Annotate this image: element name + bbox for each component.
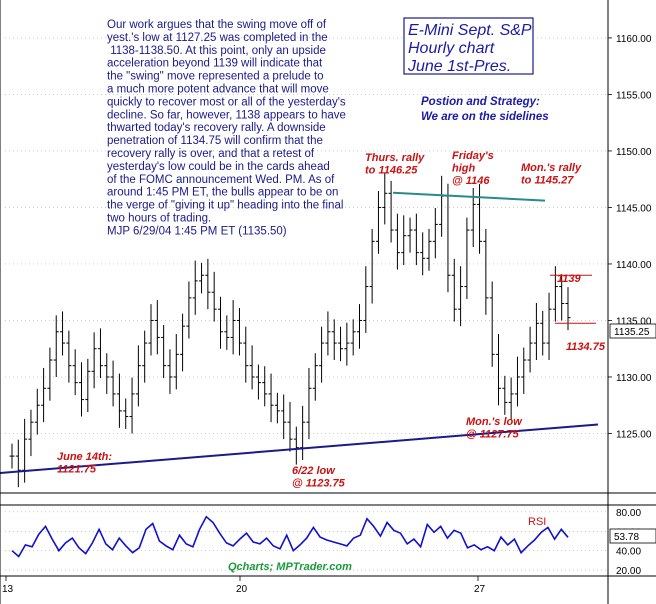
text-line: around 1:45 PM ET, the bulls appear to b… bbox=[107, 187, 338, 199]
text-line: Mon.'s rally bbox=[521, 162, 582, 174]
text-line: yesterday's low could be in the cards ah… bbox=[107, 161, 330, 173]
rsi-tick-label: 80.00 bbox=[616, 508, 641, 519]
title-box bbox=[403, 17, 534, 75]
text-line: the verge of "giving it up" heading into… bbox=[107, 200, 343, 212]
text-line: Our work argues that the swing move off … bbox=[107, 19, 327, 31]
strategy-text: Postion and Strategy: We are on the sidel… bbox=[421, 96, 549, 123]
text-line: Hourly chart bbox=[408, 40, 495, 57]
text-line: Thurs. rally bbox=[365, 152, 425, 164]
rsi-label: RSI bbox=[528, 516, 546, 528]
price-tick-label: 1150.00 bbox=[616, 147, 652, 158]
text-line: 1134.75 bbox=[566, 341, 606, 353]
last-price-label: 1135.25 bbox=[614, 327, 650, 338]
text-line: Mon.'s low bbox=[466, 416, 523, 428]
text-line: E-Mini Sept. S&P bbox=[408, 22, 532, 39]
text-line: yest.'s low at 1127.25 was completed in … bbox=[107, 32, 328, 44]
text-line: June 1st-Pres. bbox=[407, 58, 511, 75]
rsi-last-box bbox=[609, 528, 656, 544]
price-tick-label: 1145.00 bbox=[616, 203, 652, 214]
text-line: thwarted today's recovery rally. A downs… bbox=[107, 122, 326, 134]
text-line: of the FOMC announcement Wed. PM. As of bbox=[107, 174, 335, 186]
x-axis: 13 20 27 bbox=[2, 576, 486, 595]
price-tick-label: 1140.00 bbox=[616, 260, 652, 271]
price-tick-label: 1135.00 bbox=[616, 316, 652, 327]
rsi-series-line bbox=[11, 515, 569, 558]
rsi-last-value: 53.78 bbox=[614, 532, 639, 543]
text-line: a much more potent advance that will mov… bbox=[107, 84, 329, 96]
support-trendline bbox=[0, 423, 599, 475]
text-line: 6/22 low bbox=[292, 465, 336, 477]
text-line: penetration of 1134.75 will confirm that… bbox=[107, 135, 323, 147]
rsi-tick-label: 20.00 bbox=[616, 566, 641, 577]
annotation-level-1134-75: 1134.75 bbox=[566, 341, 606, 353]
annotation-level-1139: 1139 bbox=[557, 273, 582, 285]
text-line: the "swing" move represented a prelude t… bbox=[107, 71, 324, 83]
rsi-tick-label: 40.00 bbox=[616, 547, 641, 558]
text-line: to 1145.27 bbox=[521, 175, 574, 187]
text-line: @ 1146 bbox=[452, 175, 490, 187]
x-tick-label: 13 bbox=[2, 584, 14, 595]
resistance-trendline bbox=[392, 191, 546, 202]
chart-title: E-Mini Sept. S&P Hourly chart June 1st-Pre… bbox=[407, 22, 532, 75]
text-line: June 14th: bbox=[57, 451, 112, 463]
trendlines bbox=[0, 191, 599, 475]
annotation-jun22-low: 6/22 low @ 1123.75 bbox=[292, 465, 346, 490]
text-line: decline. So far, however, 1138 appears t… bbox=[107, 109, 346, 121]
text-line: Friday's bbox=[452, 150, 494, 162]
text-line: to 1146.25 bbox=[365, 165, 418, 177]
price-tick-label: 1160.00 bbox=[616, 34, 652, 45]
annotation-june14-low: June 14th: 1121.75 bbox=[57, 451, 112, 476]
text-line: acceleration beyond 1139 will indicate t… bbox=[107, 58, 323, 70]
x-tick-label: 27 bbox=[474, 584, 486, 595]
text-line: MJP 6/29/04 1:45 PM ET (1135.50) bbox=[107, 225, 287, 237]
text-line: 1121.75 bbox=[57, 464, 97, 476]
text-line: two hours of trading. bbox=[107, 212, 211, 224]
text-line: @ 1123.75 bbox=[292, 478, 346, 490]
annotation-monday-low: Mon.'s low @ 1127.75 bbox=[466, 416, 523, 441]
price-axis: 1160.00 1155.00 1150.00 1145.00 1140.00 1135.… bbox=[607, 0, 652, 604]
annotation-thursday-rally: Thurs. rally to 1146.25 bbox=[365, 152, 425, 177]
text-line: quickly to recover most or all of the ye… bbox=[107, 96, 346, 108]
x-tick-label: 20 bbox=[236, 584, 248, 595]
last-price-box bbox=[609, 323, 656, 339]
price-tick-label: 1155.00 bbox=[616, 90, 652, 101]
text-line: @ 1127.75 bbox=[466, 429, 520, 441]
credit-text: Qcharts; MPTrader.com bbox=[228, 561, 352, 573]
annotation-monday-rally: Mon.'s rally to 1145.27 bbox=[521, 162, 582, 187]
annotation-friday-high: Friday's high @ 1146 bbox=[452, 150, 494, 187]
text-line: 1138-1138.50. At this point, only an ups… bbox=[107, 45, 326, 57]
text-line: We are on the sidelines bbox=[421, 111, 549, 123]
text-line: high bbox=[452, 163, 475, 175]
price-series bbox=[9, 172, 571, 488]
price-tick-label: 1125.00 bbox=[616, 429, 652, 440]
commentary-text: Our work argues that the swing move off … bbox=[107, 19, 346, 237]
text-line: 1139 bbox=[557, 273, 582, 285]
text-line: Postion and Strategy: bbox=[421, 96, 540, 108]
text-line: recovery rally is over, and that a retes… bbox=[107, 148, 315, 160]
rsi-grid bbox=[5, 511, 608, 571]
grid-layer bbox=[5, 37, 608, 434]
price-tick-label: 1130.00 bbox=[616, 373, 652, 384]
